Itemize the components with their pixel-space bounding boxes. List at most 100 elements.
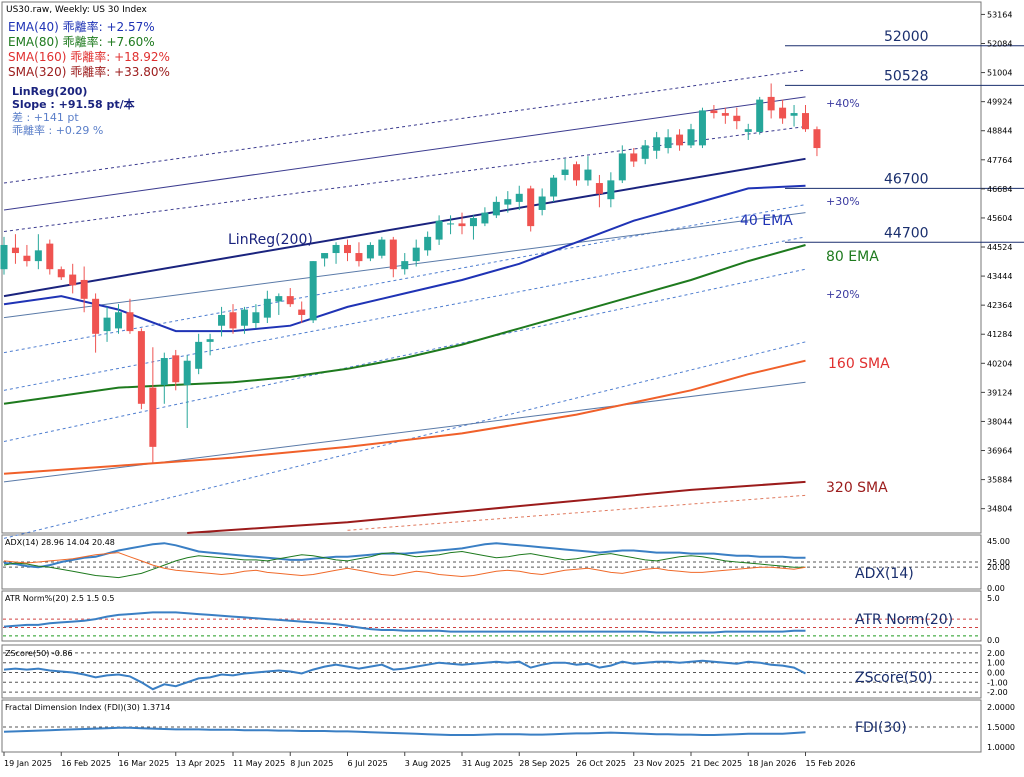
candle-body: [183, 360, 191, 385]
candle-body: [515, 193, 523, 202]
candle: [172, 349, 180, 391]
candle-body: [561, 169, 569, 175]
candle: [756, 96, 764, 135]
price-tick-label: 45604: [987, 214, 1012, 223]
level-label: 46700: [884, 171, 929, 187]
regression-band-line: [3, 96, 806, 211]
candle-body: [332, 244, 340, 254]
fdi-panel-header: Fractal Dimension Index (FDI)(30) 1.3714: [5, 703, 170, 712]
atr-tick-label: 0.0: [987, 636, 1000, 645]
candle-body: [492, 201, 500, 216]
time-tick-label: 19 Jan 2025: [4, 759, 52, 768]
regression-band-line: [3, 204, 806, 354]
linreg-info-slope: Slope : +91.58 pt/本: [12, 97, 135, 111]
adx-di-plus-line: [3, 550, 806, 579]
linreg-info-title: LinReg(200): [12, 85, 87, 98]
candle-body: [458, 223, 466, 227]
price-tick-label: 42364: [987, 301, 1012, 310]
candle-body: [298, 309, 306, 315]
candle-body: [527, 188, 535, 227]
regression-band-line: [3, 69, 806, 184]
candle-body: [744, 129, 752, 132]
candle: [46, 239, 54, 275]
price-tick-label: 51004: [987, 69, 1012, 78]
candle-body: [389, 239, 397, 270]
price-tick-label: 52084: [987, 40, 1012, 49]
time-tick-label: 3 Aug 2025: [405, 759, 451, 768]
candle: [607, 172, 615, 208]
candle: [11, 234, 19, 264]
candle: [687, 123, 695, 149]
price-tick-label: 38044: [987, 417, 1012, 426]
candle-body: [698, 110, 706, 146]
fdi-panel-frame: [1, 699, 982, 753]
candle: [573, 161, 580, 186]
candle: [92, 293, 100, 353]
candle-body: [641, 145, 649, 159]
candle-body: [595, 183, 603, 194]
candle: [561, 158, 569, 181]
candle: [767, 83, 775, 119]
price-tick-label: 34804: [987, 505, 1012, 514]
candle: [80, 266, 88, 313]
candle: [355, 242, 363, 267]
candle-body: [538, 196, 546, 210]
fdi-tick-label: 1.5000: [987, 723, 1015, 732]
time-tick-label: 16 Feb 2025: [61, 759, 111, 768]
ema40-line: [3, 184, 806, 333]
candle: [630, 148, 638, 167]
candle: [137, 328, 145, 410]
candle-body: [0, 244, 8, 270]
sma160-line-label: 160 SMA: [828, 356, 890, 372]
price-tick-label: 53164: [987, 10, 1012, 19]
candle: [790, 104, 798, 127]
candle-body: [607, 180, 615, 200]
candle: [710, 104, 718, 119]
candle: [595, 174, 603, 208]
candle: [698, 107, 706, 149]
time-tick-label: 8 Jun 2025: [290, 759, 333, 768]
candle-body: [447, 223, 455, 225]
candle-body: [710, 110, 718, 114]
candle-body: [802, 113, 809, 130]
candle: [115, 304, 122, 334]
legend-sma320: SMA(320) 乖離率: +33.80%: [8, 64, 170, 79]
candle: [618, 145, 626, 184]
candle-body: [252, 312, 260, 324]
sma320-line-label: 320 SMA: [826, 480, 888, 496]
candle: [733, 107, 741, 130]
candle-body: [263, 298, 271, 318]
candle: [366, 242, 374, 262]
zscore-tick-label: 2.00: [987, 649, 1005, 658]
candle: [206, 333, 214, 356]
zscore-zscore-line: [3, 659, 806, 691]
candle: [721, 107, 729, 124]
ema80-line: [3, 244, 806, 405]
time-tick-label: 11 May 2025: [233, 759, 285, 768]
adx-panel-name: ADX(14): [855, 566, 914, 582]
candle-body: [733, 115, 741, 122]
candle-body: [321, 253, 329, 259]
candle-body: [481, 212, 489, 224]
linreg-info-dev: 乖離率 : +0.29 %: [12, 123, 103, 137]
candle: [275, 293, 283, 315]
atr-panel-name: ATR Norm(20): [855, 612, 953, 628]
candle-body: [767, 96, 775, 111]
candle-body: [229, 312, 237, 329]
candle-body: [676, 134, 684, 146]
candle: [321, 253, 329, 267]
candle-body: [69, 274, 77, 286]
candle: [240, 306, 248, 334]
price-tick-label: 43444: [987, 272, 1012, 281]
candle: [779, 99, 787, 124]
candle: [298, 301, 306, 324]
level-label: 44700: [884, 225, 929, 241]
fdi-tick-label: 2.0000: [987, 703, 1015, 712]
zscore-tick-label: -2.00: [987, 688, 1008, 697]
adx-tick-label: 45.00: [987, 537, 1010, 546]
candle: [813, 126, 821, 157]
time-tick-label: 26 Oct 2025: [577, 759, 626, 768]
